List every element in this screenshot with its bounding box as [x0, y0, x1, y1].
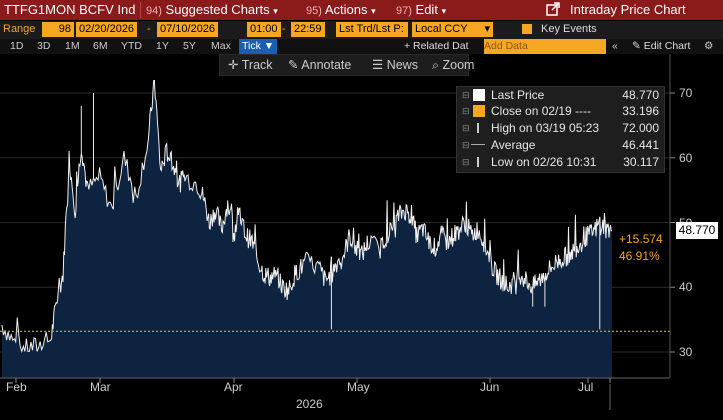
- period-1y[interactable]: 1Y: [156, 40, 169, 52]
- edit-chart-button[interactable]: ✎ Edit Chart: [632, 40, 691, 52]
- add-data-input[interactable]: Add Data: [484, 39, 606, 54]
- currency-select[interactable]: Local CCY ▾: [412, 22, 493, 37]
- low-marker-icon: [477, 157, 479, 167]
- x-tick-mar: Mar: [90, 380, 111, 394]
- expand-icon[interactable]: ⊟: [462, 157, 470, 167]
- period-bar: 1D 3D 1M 6M YTD 1Y 5Y Max Tick ▼ + Relat…: [0, 39, 723, 54]
- range-input[interactable]: 98: [42, 22, 74, 37]
- news-icon: ☰: [372, 58, 384, 72]
- legend-row-last: ⊟ Last Price 48.770: [462, 88, 659, 102]
- close-swatch: [473, 105, 485, 117]
- period-1d[interactable]: 1D: [10, 40, 24, 52]
- title-bar: TTFG1MON BCFV Ind 94) Suggested Charts ▾…: [0, 0, 723, 20]
- collapse-icon[interactable]: «: [612, 40, 618, 52]
- field-select[interactable]: Lst Trd/Lst P:: [336, 22, 408, 37]
- x-axis-year: 2026: [296, 397, 323, 411]
- average-line-icon: [471, 144, 485, 145]
- magnifier-icon: ⌕: [432, 58, 440, 72]
- net-change: +15.574: [619, 232, 663, 246]
- y-tick-30: 30: [679, 345, 693, 359]
- chart-legend[interactable]: ⊟ Last Price 48.770 ⊟ Close on 02/19 ---…: [456, 86, 665, 173]
- range-label: Range: [3, 23, 36, 35]
- suggested-charts-menu[interactable]: 94) Suggested Charts ▾: [146, 2, 278, 17]
- period-ytd[interactable]: YTD: [121, 40, 142, 52]
- legend-row-high: ⊟ High on 03/19 05:23 72.000: [462, 121, 659, 135]
- y-tick-70: 70: [679, 86, 693, 100]
- zoom-button[interactable]: ⌕ Zoom: [432, 58, 475, 72]
- y-tick-40: 40: [679, 280, 693, 294]
- period-6m[interactable]: 6M: [93, 40, 108, 52]
- y-tick-60: 60: [679, 151, 693, 165]
- actions-menu[interactable]: 95) Actions ▾: [306, 2, 376, 17]
- key-events-checkbox[interactable]: [522, 24, 532, 34]
- ticker-label[interactable]: TTFG1MON BCFV Ind: [0, 0, 140, 20]
- track-button[interactable]: ✛ Track: [228, 58, 273, 72]
- settings-icon[interactable]: ⚙: [704, 40, 714, 52]
- start-date-input[interactable]: 02/20/2026: [76, 22, 138, 37]
- last-price-swatch: [473, 89, 485, 101]
- pencil-icon: ✎: [288, 58, 299, 72]
- period-3d[interactable]: 3D: [37, 40, 51, 52]
- expand-icon[interactable]: ⊟: [462, 140, 470, 150]
- price-line: [1, 79, 613, 354]
- page-title: Intraday Price Chart: [570, 2, 686, 17]
- separator: [140, 2, 141, 18]
- end-time-input[interactable]: 22:59: [291, 22, 325, 37]
- x-tick-apr: Apr: [224, 380, 243, 394]
- period-max[interactable]: Max: [211, 40, 231, 52]
- high-marker-icon: [477, 123, 479, 133]
- range-bar: Range 98 02/20/2026 - 07/10/2026 01:00 -…: [0, 21, 723, 39]
- related-data-button[interactable]: + Related Dat: [404, 40, 469, 52]
- pct-change: 46.91%: [619, 249, 660, 263]
- time-dash: -: [282, 23, 286, 35]
- start-time-input[interactable]: 01:00: [247, 22, 281, 37]
- wrench-icon: ✎: [632, 40, 641, 52]
- tick-select[interactable]: Tick ▼: [239, 39, 278, 54]
- x-tick-jul: Jul: [578, 380, 594, 394]
- expand-icon[interactable]: ⊟: [462, 90, 470, 100]
- legend-row-low: ⊟ Low on 02/26 10:31 30.117: [462, 155, 659, 169]
- x-tick-jun: Jun: [480, 380, 500, 394]
- period-5y[interactable]: 5Y: [183, 40, 196, 52]
- expand-icon[interactable]: ⊟: [462, 123, 470, 133]
- popout-icon[interactable]: [546, 0, 560, 20]
- x-tick-feb: Feb: [6, 380, 27, 394]
- crosshair-icon: ✛: [228, 58, 239, 72]
- legend-row-close: ⊟ Close on 02/19 ---- 33.196: [462, 104, 659, 118]
- expand-icon[interactable]: ⊟: [462, 106, 470, 116]
- period-1m[interactable]: 1M: [65, 40, 80, 52]
- annotate-button[interactable]: ✎ Annotate: [288, 58, 352, 72]
- x-axis-ticks: [15, 378, 611, 410]
- date-dash: -: [147, 23, 151, 35]
- legend-row-average: ⊟ Average 46.441: [462, 138, 659, 152]
- end-date-input[interactable]: 07/10/2026: [157, 22, 219, 37]
- last-price-flag: 48.770: [676, 222, 718, 239]
- key-events-label: Key Events: [541, 23, 597, 35]
- news-button[interactable]: ☰ News: [372, 58, 418, 72]
- chart-toolbar: ✛ Track ✎ Annotate ☰ News ⌕ Zoom: [219, 54, 474, 76]
- price-area: [2, 80, 612, 378]
- edit-menu[interactable]: 97) Edit ▾: [396, 2, 447, 17]
- x-tick-may: May: [347, 380, 370, 394]
